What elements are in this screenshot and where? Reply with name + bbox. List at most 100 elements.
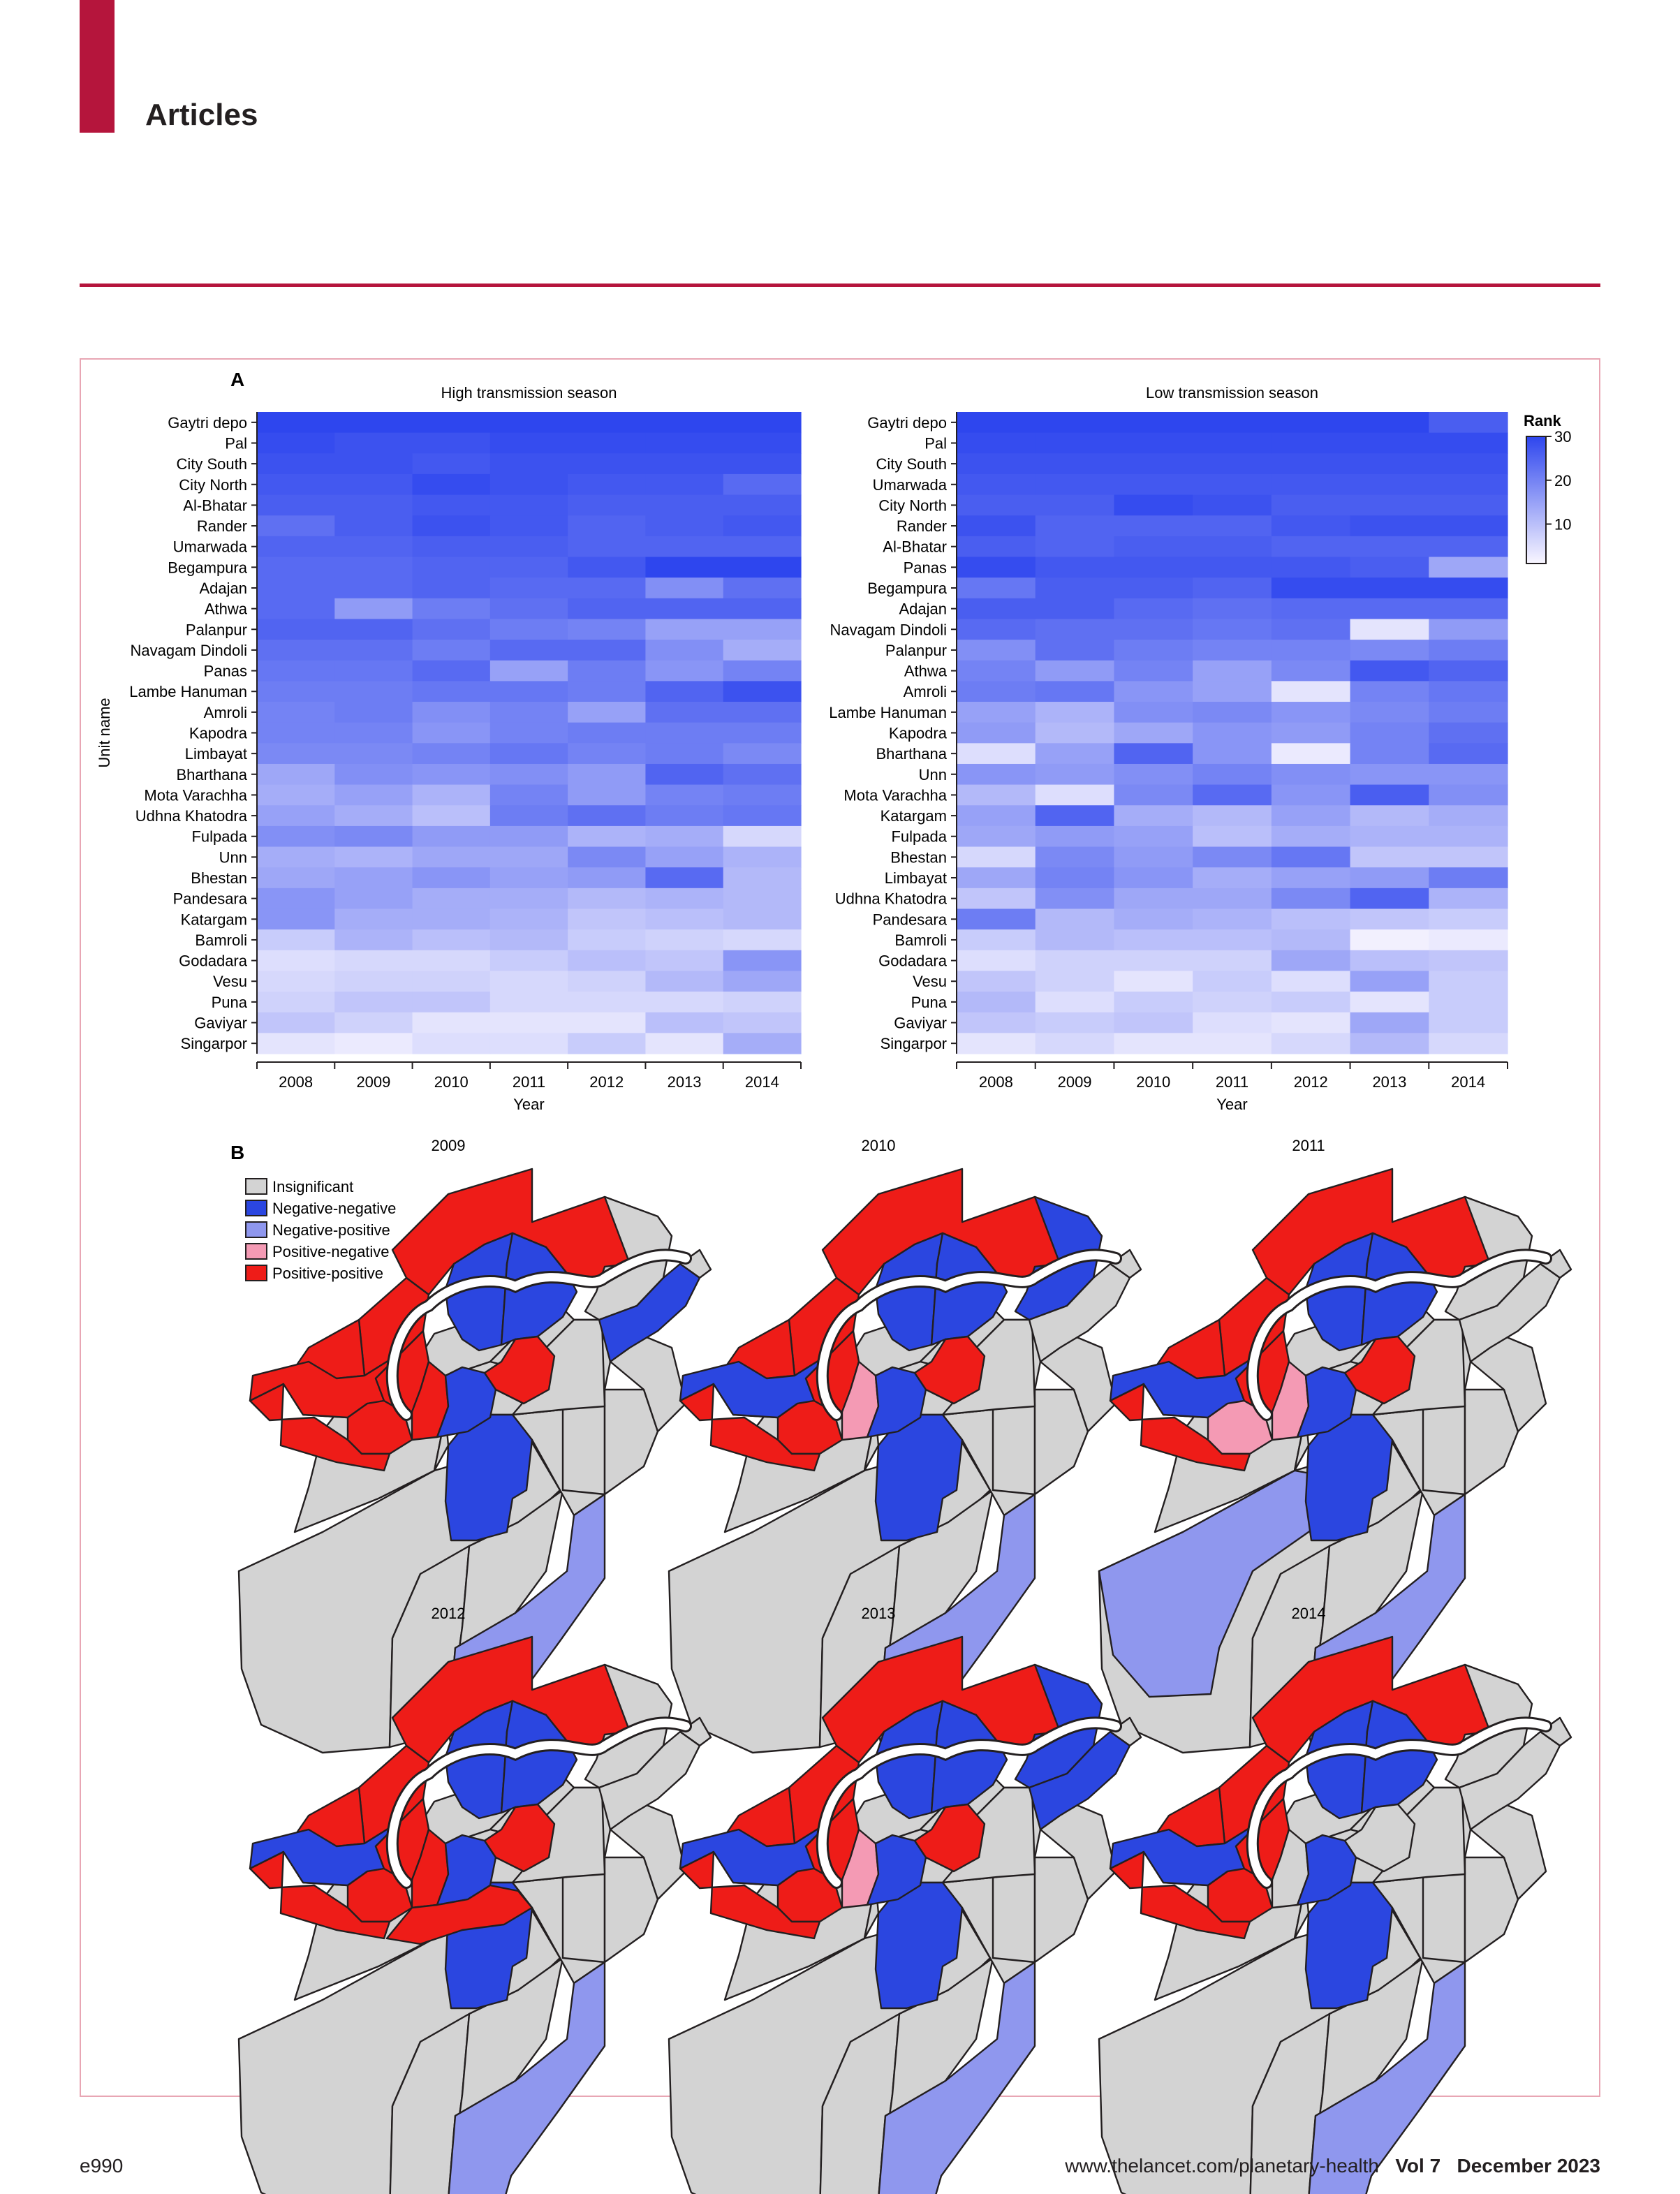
map-unit <box>1464 1856 1519 1964</box>
heatmap-cell <box>1114 432 1193 454</box>
river <box>388 1251 690 1419</box>
heatmap-cell <box>1035 432 1115 454</box>
heatmap-cell <box>412 1012 491 1033</box>
journal-url[interactable]: www.thelancet.com/planetary-health <box>1065 2155 1379 2177</box>
y-tick-label: Katargam <box>181 911 247 928</box>
brand-tab <box>80 0 115 133</box>
map-year-label: 2011 <box>1292 1137 1325 1154</box>
legend-label: Negative-positive <box>272 1221 390 1239</box>
header-rule <box>80 284 1600 287</box>
x-tick-label: 2011 <box>513 1073 545 1091</box>
heatmap-cell <box>568 722 647 744</box>
heatmap-cell <box>1271 619 1351 640</box>
heatmap-cell <box>1429 784 1508 806</box>
map-unit <box>444 1413 533 1542</box>
heatmap-cell <box>568 473 647 496</box>
heatmap-cell <box>645 950 724 972</box>
heatmap-cell <box>645 763 724 786</box>
heatmap-cell <box>568 432 647 454</box>
heatmap-cell <box>1035 702 1115 723</box>
heatmap-cell <box>489 784 568 806</box>
heatmap-cell <box>1193 908 1272 930</box>
map-unit <box>1098 1469 1373 1698</box>
heatmap-cell <box>1193 743 1272 765</box>
y-tick-label: Amroli <box>904 683 947 700</box>
map-unit <box>1308 1961 1466 2194</box>
heatmap-cell <box>489 702 568 723</box>
heatmap-cell <box>489 992 568 1013</box>
heatmap-cell <box>412 640 491 661</box>
heatmap-cell <box>257 784 335 806</box>
heatmap-cell <box>1114 846 1193 868</box>
heatmap-cell <box>257 763 335 786</box>
heatmap-cell <box>1114 598 1193 620</box>
y-tick-label: City North <box>878 496 947 514</box>
heatmap-cell <box>723 1033 802 1054</box>
heatmap-cell <box>957 453 1036 475</box>
heatmap-cell <box>1114 473 1193 496</box>
y-tick-label: Singarpor <box>880 1035 947 1052</box>
heatmap-cell <box>1271 888 1351 910</box>
y-tick-label: Puna <box>911 994 948 1011</box>
river <box>388 1718 690 1887</box>
heatmap-cell <box>334 846 413 868</box>
y-tick-label: Panas <box>204 663 247 680</box>
heatmap-cell <box>1271 453 1351 475</box>
heatmap-cell <box>1193 805 1272 827</box>
heatmap-cell <box>957 577 1036 599</box>
heatmap-cell <box>334 494 413 516</box>
heatmap-cell <box>1429 702 1508 723</box>
river <box>1248 1251 1550 1419</box>
y-tick-label: Limbayat <box>185 745 247 763</box>
heatmap-cell <box>489 494 568 516</box>
heatmap-cell <box>568 640 647 661</box>
heatmap-cell <box>1429 805 1508 827</box>
heatmap-cell <box>412 722 491 744</box>
heatmap-cell <box>1035 660 1115 682</box>
y-tick-label: Palanpur <box>186 621 247 638</box>
heatmap-cell <box>412 867 491 889</box>
heatmap-cell <box>1035 598 1115 620</box>
heatmap-cell <box>568 557 647 578</box>
x-tick-label: 2010 <box>1136 1073 1170 1091</box>
heatmap-cell <box>257 825 335 848</box>
page-number: e990 <box>80 2155 124 2177</box>
y-tick-label: Begampura <box>168 559 248 576</box>
y-tick-label: Godadara <box>878 952 948 970</box>
heatmap-cell <box>334 950 413 972</box>
heatmap-cell <box>257 432 335 454</box>
heatmap-cell <box>1193 825 1272 848</box>
x-tick-label: 2014 <box>745 1073 779 1091</box>
map-unit <box>598 1730 701 1831</box>
heatmap-cell <box>723 722 802 744</box>
heatmap-cell <box>1429 640 1508 661</box>
heatmap-cell <box>1114 825 1193 848</box>
heatmap-cell <box>1193 494 1272 516</box>
heatmap-cell <box>1271 598 1351 620</box>
heatmap-cell <box>489 1012 568 1033</box>
heatmap-cell <box>568 825 647 848</box>
y-tick-label: Lambe Hanuman <box>129 683 247 700</box>
y-tick-label: Al-Bhatar <box>183 496 247 514</box>
heatmap-cell <box>334 867 413 889</box>
heatmap-cell <box>1429 494 1508 516</box>
map-shapes <box>1098 1635 1572 2194</box>
cluster-maps: 2009 2010 2011 2012 2013 2014 <box>237 1137 1572 2194</box>
heatmap-cell <box>1114 681 1193 702</box>
y-tick-label: Panas <box>904 559 947 576</box>
heatmap-cell <box>723 577 802 599</box>
heatmap-cell <box>1271 763 1351 786</box>
heatmap-cell <box>568 702 647 723</box>
heatmap-cell <box>257 950 335 972</box>
heatmap-cell <box>1271 640 1351 661</box>
heatmap-cell <box>723 867 802 889</box>
heatmap-cell <box>412 1033 491 1054</box>
heatmap-cell <box>1193 515 1272 537</box>
heatmap-cell <box>1035 453 1115 475</box>
heatmap-cell <box>957 1012 1036 1033</box>
heatmap-cell <box>257 743 335 765</box>
heatmap-cell <box>1350 598 1429 620</box>
heatmap-cell <box>568 805 647 827</box>
heatmap-cell <box>257 702 335 723</box>
heatmap-cell <box>1429 557 1508 578</box>
